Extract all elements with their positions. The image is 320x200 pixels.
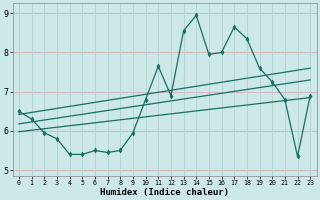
X-axis label: Humidex (Indice chaleur): Humidex (Indice chaleur) [100,188,229,197]
